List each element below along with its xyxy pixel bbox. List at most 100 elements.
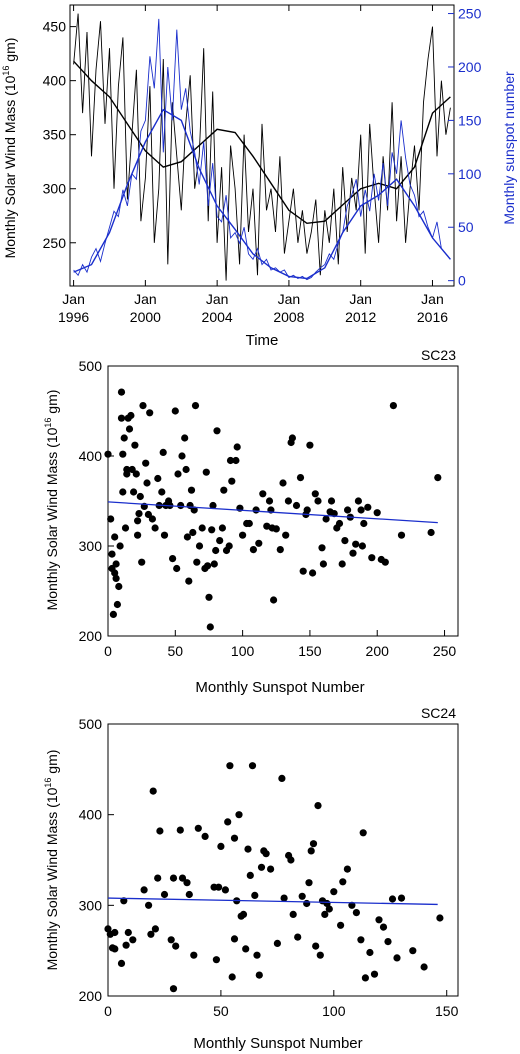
sc23-data-point	[142, 459, 150, 467]
sc24-data-point	[251, 891, 259, 900]
sc23-data-point	[270, 596, 278, 604]
sc24-data-point	[287, 856, 295, 864]
sc23-data-point	[195, 542, 204, 550]
sc23-data-point	[131, 441, 139, 449]
sc24-x-tick-label: 100	[322, 1003, 346, 1019]
sc24-data-point	[224, 818, 232, 826]
sc24-data-point	[294, 933, 302, 941]
sc23-data-point	[322, 515, 330, 523]
timeseries-frame	[69, 4, 455, 287]
left-tick-label: 450	[43, 19, 67, 35]
sc23-data-point	[232, 456, 240, 465]
sc23-data-point	[198, 524, 206, 532]
sc23-data-point	[327, 497, 336, 505]
sc24-data-point	[337, 921, 345, 929]
sc23-data-point	[136, 492, 144, 501]
sc24-y-label: Monthly Solar Wind Mass (1016 gm)	[43, 750, 60, 971]
x-tick-label-month: Jan	[278, 291, 301, 307]
timeseries-right-ticks: 0 50 100 150 200 250	[448, 6, 482, 289]
sc24-data-point	[169, 874, 178, 882]
sc24-label: SC24	[421, 705, 456, 721]
sc24-data-point	[298, 892, 306, 900]
sc24-data-point	[129, 936, 137, 944]
sc24-data-point	[303, 899, 311, 908]
mass-monthly-line	[73, 13, 451, 281]
sc23-panel: SC23 0 50 100 150 200 250 200 300 400 500 Monthl…	[43, 347, 459, 696]
sc23-x-tick-label: 200	[366, 643, 390, 659]
timeseries-panel: Jan1996Jan2000Jan2004Jan2008Jan2012Jan20…	[1, 4, 517, 349]
sc24-data-point	[314, 802, 322, 810]
sc23-data-point	[206, 623, 214, 631]
sc23-data-point	[265, 497, 274, 505]
sc24-data-point	[217, 842, 225, 851]
sc24-data-point	[409, 947, 417, 955]
sc23-y-tick-label: 300	[79, 538, 103, 554]
sc23-data-point	[335, 519, 344, 528]
sc24-data-point	[230, 834, 239, 842]
sc24-data-point	[149, 787, 157, 795]
sc23-data-point	[226, 456, 235, 465]
sc23-data-point	[360, 519, 368, 528]
sc23-data-point	[282, 531, 290, 539]
sc23-data-point	[397, 531, 406, 539]
left-tick-label: 300	[43, 181, 67, 197]
sc24-panel: SC24 0 50 100 150 200 300 400 500 Monthly Suns…	[43, 705, 459, 1052]
sc23-data-point	[344, 506, 352, 514]
x-tick-label-month: Jan	[134, 291, 157, 307]
sc24-data-point	[343, 865, 351, 873]
sc24-data-point	[221, 886, 229, 894]
sc24-data-point	[307, 847, 315, 855]
sc23-data-point	[190, 506, 198, 514]
mass-smoothed-line	[73, 60, 451, 225]
sc23-data-point	[239, 531, 247, 539]
sc23-data-point	[183, 533, 191, 541]
sc24-data-point	[244, 845, 252, 853]
sc23-data-point	[225, 542, 233, 550]
sc24-data-point	[289, 910, 297, 919]
sc24-data-point	[215, 883, 223, 891]
sc23-data-point	[120, 434, 128, 442]
sc24-data-point	[325, 905, 333, 913]
timeseries-left-y-label: Monthly Solar Wind Mass (1016 gm)	[1, 38, 18, 259]
sc23-data-point	[381, 558, 389, 566]
sc23-data-point	[111, 533, 119, 541]
sc23-data-point	[173, 564, 181, 573]
sc24-y-tick-label: 200	[79, 988, 103, 1004]
sc24-data-point	[183, 879, 191, 887]
sc24-data-point	[316, 951, 324, 959]
sc23-data-point	[134, 531, 142, 539]
timeseries-left-y-label-sup: 16	[1, 66, 11, 76]
sc23-data-point	[213, 427, 221, 435]
sc23-data-point	[139, 402, 147, 410]
sc24-data-point	[167, 936, 175, 944]
sc24-data-point	[370, 970, 379, 978]
sc23-y-label-main: Monthly Solar Wind Mass (10	[44, 427, 60, 610]
sc24-data-point	[348, 901, 356, 909]
sc24-data-point	[388, 895, 397, 903]
sc23-data-point	[116, 542, 124, 550]
sc24-data-point	[140, 886, 148, 894]
left-tick-label: 350	[43, 127, 67, 143]
sc24-data-point	[273, 939, 281, 948]
sc24-data-point	[145, 901, 153, 909]
sc23-data-point	[255, 539, 263, 547]
sc24-y-tick-label: 400	[79, 807, 103, 823]
sc23-data-point	[115, 582, 123, 591]
sc23-data-point	[306, 441, 314, 449]
sc24-data-point	[397, 894, 406, 902]
sc24-data-point	[246, 871, 254, 880]
sc24-frame	[107, 723, 459, 997]
sc23-data-point	[276, 546, 284, 554]
sc24-y-label-end: gm)	[44, 750, 60, 778]
sc23-data-point	[117, 414, 126, 422]
sc23-data-point	[228, 477, 236, 485]
sc23-y-tick-label: 200	[79, 628, 103, 644]
sc24-data-point	[104, 925, 112, 933]
sc23-y-label-end: gm)	[44, 390, 60, 418]
sc24-x-tick-label: 150	[435, 1003, 459, 1019]
sc24-x-tick-label: 50	[213, 1003, 229, 1019]
sc24-data-point	[420, 963, 428, 971]
sc23-data-point	[146, 409, 154, 417]
x-tick-label-month: Jan	[206, 291, 229, 307]
sc23-data-point	[358, 542, 366, 550]
